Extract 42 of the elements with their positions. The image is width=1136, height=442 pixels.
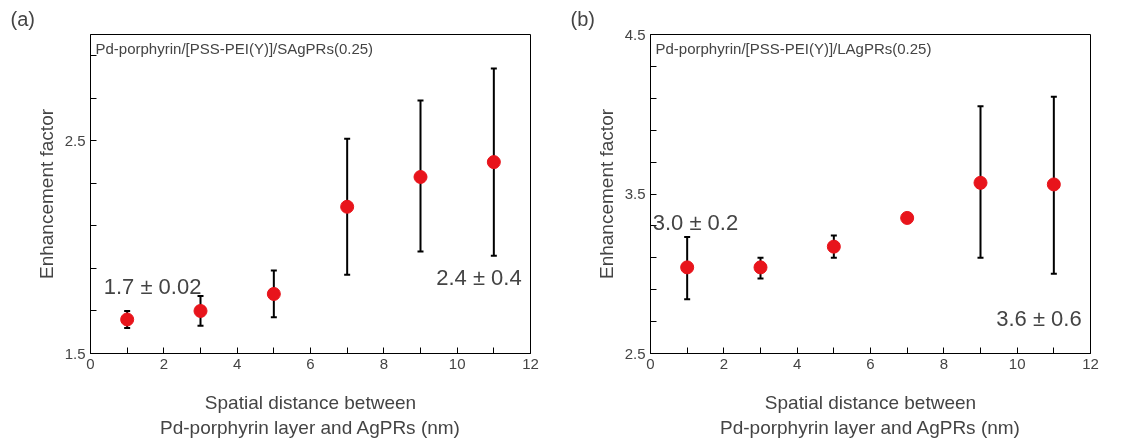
y-tick-label: 2.5: [624, 344, 646, 362]
x-tick-label: 0: [646, 354, 655, 372]
point: [680, 260, 695, 275]
x-tick-label: 6: [866, 354, 875, 372]
y-tick-label: 4.5: [624, 25, 646, 43]
x-tick-label: 6: [306, 354, 315, 372]
annotation: 3.0 ± 0.2: [652, 210, 739, 236]
x-tick-label: 10: [1008, 354, 1026, 372]
x-tick-label: 2: [159, 354, 169, 372]
chart-title: (b): [570, 7, 595, 30]
x-tick-label: 12: [1082, 354, 1099, 372]
x-axis-title: Spatial distance between Pd-porphyrin layer and AgPRs (nm): [160, 391, 460, 438]
point: [266, 286, 281, 301]
x-tick-label: 8: [379, 354, 389, 372]
annotation: 2.4 ± 0.4: [436, 264, 522, 290]
point: [1046, 177, 1061, 192]
x-axis-title: Spatial distance between Pd-porphyrin layer and AgPRs (nm): [720, 391, 1020, 438]
x-tick-label: 4: [233, 354, 242, 372]
x-tick-label: 8: [939, 354, 949, 372]
point: [413, 170, 428, 184]
y-axis-title: Enhancement factor: [35, 108, 57, 280]
point: [900, 210, 915, 225]
x-tick-label: 2: [719, 354, 729, 372]
point: [486, 155, 501, 170]
y-tick-label: 3.5: [624, 185, 646, 202]
annotation: 1.7 ± 0.02: [103, 274, 202, 300]
y-tick-label: 1.5: [64, 344, 86, 362]
x-tick-label: 4: [793, 354, 802, 372]
annotation: Pd-porphyrin/[PSS-PEI(Y)]/SAgPRs(0.25): [95, 39, 374, 57]
x-tick-label: 0: [86, 354, 95, 372]
y-axis-title: Enhancement factor: [595, 108, 617, 280]
point: [193, 303, 208, 318]
chart-title: (a): [10, 7, 35, 30]
point: [826, 239, 841, 254]
point: [340, 199, 355, 214]
y-tick-label: 2.5: [64, 131, 86, 149]
annotation: Pd-porphyrin/[PSS-PEI(Y)]/LAgPRs(0.25): [655, 39, 932, 57]
x-tick-label: 12: [522, 354, 539, 372]
point: [973, 175, 988, 190]
annotation: 3.6 ± 0.6: [996, 306, 1082, 332]
point: [753, 260, 768, 275]
x-tick-label: 10: [448, 354, 466, 372]
